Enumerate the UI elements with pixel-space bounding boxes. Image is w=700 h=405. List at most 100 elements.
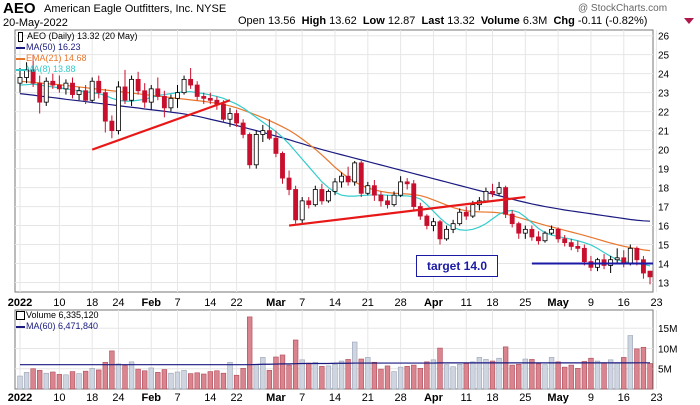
volume-bar <box>194 372 200 390</box>
candle-body <box>463 211 469 217</box>
x-tick-label: 22 <box>230 297 242 309</box>
candle-body <box>194 84 200 97</box>
volume-bar <box>214 370 220 390</box>
candle <box>253 130 259 169</box>
volume-bar <box>312 361 318 390</box>
candle-body <box>50 80 56 86</box>
candle <box>168 94 174 112</box>
volume-bar <box>332 363 338 390</box>
candle <box>411 179 417 211</box>
candle <box>50 73 56 89</box>
candle <box>549 225 554 236</box>
volume-bar <box>30 368 36 390</box>
legend-item: MA(50) 16.23 <box>16 42 138 53</box>
price-tick-label: 14 <box>658 260 670 271</box>
x-tick-label: 18 <box>86 297 98 309</box>
candle-body <box>221 103 226 120</box>
volume-bar <box>233 374 240 390</box>
candle-body <box>365 185 371 194</box>
legend-text: AEO (Daily) 13.32 (20 May) <box>27 31 138 41</box>
volume-bar <box>266 370 273 390</box>
candle-body <box>102 92 108 122</box>
target-annotation: target 14.0 <box>416 255 498 277</box>
volume-bar <box>109 350 115 390</box>
candle-body <box>391 194 397 206</box>
candle-body <box>319 189 325 202</box>
candle-body <box>627 247 633 264</box>
volume-bar <box>437 347 443 390</box>
ticker-symbol: AEO <box>3 0 36 17</box>
volume-tick-label: 15M <box>658 324 677 335</box>
candle-body <box>516 223 522 234</box>
volume-bar <box>397 366 404 390</box>
candle <box>247 132 253 169</box>
x-tick-label: 9 <box>588 297 594 309</box>
volume-bar <box>483 359 489 390</box>
volume-bar <box>352 341 358 390</box>
candle-body <box>417 206 423 217</box>
x-tick-label: 21 <box>362 297 374 309</box>
candle-body <box>647 270 653 278</box>
candle <box>641 255 646 279</box>
candle <box>175 85 180 108</box>
volume-bar <box>411 364 417 390</box>
candle <box>647 270 653 285</box>
volume-bar <box>378 368 384 390</box>
candle <box>142 83 148 108</box>
low-value: 12.87 <box>387 15 416 27</box>
candle-body <box>332 181 338 192</box>
volume-bar <box>50 371 56 390</box>
volume-bar <box>345 359 351 390</box>
candle-body <box>536 236 541 242</box>
x-tick-label: 7 <box>174 297 180 309</box>
legend-swatch-icon <box>16 68 25 71</box>
candle-body <box>76 90 82 95</box>
price-tick-label: 13 <box>658 279 670 290</box>
candle-body <box>522 228 528 234</box>
volume-bar <box>562 366 568 390</box>
volume-bar <box>279 354 286 390</box>
candle <box>181 75 187 95</box>
candle-body <box>155 88 161 97</box>
volume-bar <box>476 357 483 390</box>
volume-bar <box>174 371 181 390</box>
trendline <box>91 99 231 151</box>
volume-bar <box>535 363 542 390</box>
candle <box>431 217 436 232</box>
candle-body <box>56 84 62 90</box>
price-tick-label: 17 <box>658 203 670 214</box>
candle-body <box>634 247 640 261</box>
volume-bar <box>69 371 76 390</box>
candle <box>293 185 299 224</box>
candle <box>352 161 358 186</box>
volume-bar <box>601 362 607 390</box>
candle-body <box>509 213 515 225</box>
volume-bar <box>417 368 423 390</box>
candle-body <box>201 96 207 99</box>
price-tick-label: 20 <box>658 146 670 157</box>
x-tick-label: 18 <box>486 392 498 404</box>
volume-bar <box>89 368 95 390</box>
volume-bar <box>227 361 233 390</box>
volume-bar <box>555 361 561 390</box>
x-tick-label: 24 <box>112 297 124 309</box>
x-tick-label: 28 <box>395 297 407 309</box>
candle <box>43 77 49 106</box>
candle <box>634 246 640 266</box>
candle <box>129 75 134 106</box>
ma50-line <box>19 93 651 222</box>
candle-body <box>260 130 266 135</box>
candle <box>522 225 528 239</box>
volume-bar <box>424 361 430 390</box>
x-tick-label: 10 <box>53 392 65 404</box>
candle-body <box>37 82 43 103</box>
volume-bar <box>588 357 594 390</box>
candle <box>56 75 62 93</box>
x-tick-label: 2022 <box>8 297 32 309</box>
volume-bar <box>443 364 450 390</box>
volume-bar <box>529 359 535 390</box>
legend-text: EMA(21) 14.68 <box>26 53 87 63</box>
open-label: Open <box>238 15 265 27</box>
candle <box>358 161 364 198</box>
candle-body <box>326 190 331 202</box>
